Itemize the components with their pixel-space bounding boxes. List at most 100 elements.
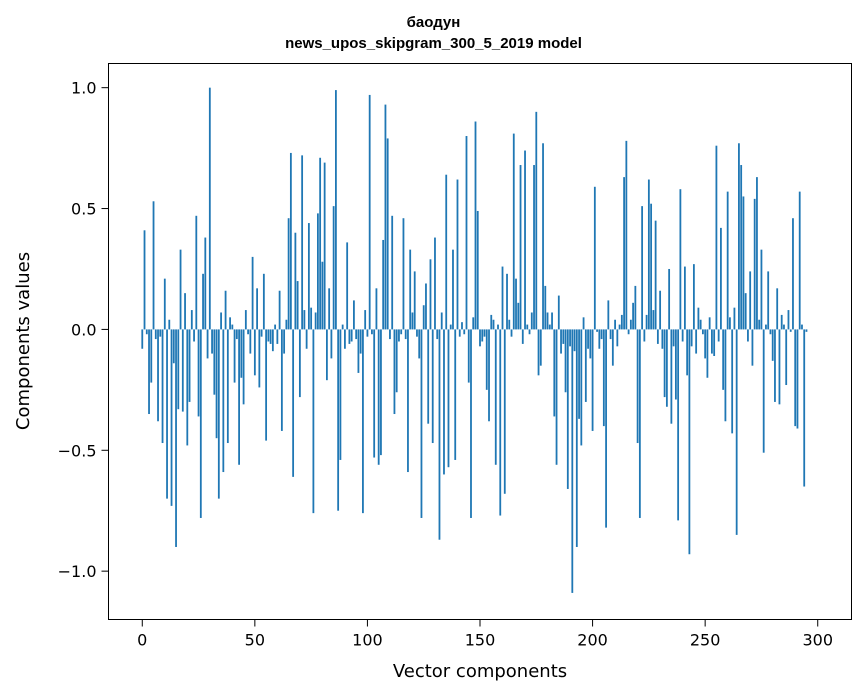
bar xyxy=(512,133,515,330)
bar xyxy=(476,210,479,330)
bar xyxy=(683,266,686,330)
bar xyxy=(443,329,445,475)
bar xyxy=(607,300,610,330)
bar xyxy=(706,329,709,378)
bar xyxy=(528,329,531,335)
bar xyxy=(157,329,159,422)
bar xyxy=(508,319,511,330)
bar xyxy=(663,329,666,398)
bar xyxy=(348,329,351,344)
bar xyxy=(656,329,659,344)
bar xyxy=(724,329,727,422)
bar xyxy=(521,329,524,344)
bar xyxy=(294,232,297,330)
bar xyxy=(548,324,551,330)
bar xyxy=(479,329,481,347)
bar xyxy=(215,329,218,439)
bar xyxy=(434,237,436,330)
bar xyxy=(172,329,175,364)
bar xyxy=(780,314,783,330)
bar xyxy=(454,329,457,460)
bar xyxy=(571,329,574,593)
x-tick-label: 200 xyxy=(577,631,608,650)
bar xyxy=(611,329,614,366)
bar xyxy=(393,329,396,415)
bar xyxy=(681,329,684,342)
bar xyxy=(422,305,425,330)
x-tick-label: 150 xyxy=(465,631,496,650)
bars-group xyxy=(141,87,808,593)
bar xyxy=(692,264,695,330)
bar xyxy=(598,329,601,349)
bar xyxy=(226,329,229,444)
bar xyxy=(497,324,499,330)
bar xyxy=(316,213,319,330)
bar xyxy=(447,329,450,468)
bar xyxy=(186,329,189,446)
bar xyxy=(665,329,668,407)
bar xyxy=(353,300,355,330)
bar xyxy=(645,314,648,330)
bar xyxy=(321,261,324,330)
bar xyxy=(553,329,556,417)
bar xyxy=(307,223,310,330)
bar xyxy=(731,329,734,434)
bar xyxy=(449,324,452,330)
bar xyxy=(747,329,749,342)
bar xyxy=(650,203,653,330)
bar xyxy=(211,329,213,354)
bar xyxy=(398,329,400,342)
bar xyxy=(690,329,693,347)
bar xyxy=(600,329,603,340)
bar xyxy=(560,329,562,354)
bar xyxy=(625,140,628,330)
bar xyxy=(789,329,792,332)
bar xyxy=(395,329,398,393)
bar xyxy=(305,329,308,349)
bar xyxy=(382,239,385,330)
bar xyxy=(629,319,632,330)
bar xyxy=(722,329,725,390)
bar xyxy=(803,329,806,487)
bar xyxy=(647,179,650,330)
y-tick-label: −0.5 xyxy=(58,441,97,460)
bar xyxy=(197,329,200,417)
bar xyxy=(733,307,736,330)
bar xyxy=(154,329,157,340)
bar xyxy=(235,329,238,340)
bar xyxy=(677,329,680,521)
bar xyxy=(163,278,166,330)
bar xyxy=(688,329,691,555)
bar xyxy=(555,329,558,465)
bar xyxy=(578,329,580,419)
bar xyxy=(605,329,607,528)
bar xyxy=(729,317,731,330)
bar xyxy=(704,329,707,359)
bar xyxy=(805,329,808,332)
bar xyxy=(627,329,630,335)
bar xyxy=(740,165,743,330)
bar xyxy=(341,324,344,330)
bar xyxy=(751,329,754,366)
chart-title-line-2: news_upos_skipgram_300_5_2019 model xyxy=(285,35,582,52)
bar xyxy=(438,329,441,540)
bar xyxy=(801,324,803,330)
bar xyxy=(461,322,463,330)
bar xyxy=(510,329,513,337)
bar xyxy=(792,218,794,330)
bar xyxy=(206,329,209,359)
bar xyxy=(404,329,407,340)
bar xyxy=(783,324,785,330)
bar xyxy=(771,329,774,361)
bar xyxy=(389,329,391,340)
bar xyxy=(634,285,637,330)
bar xyxy=(661,329,664,349)
y-axis-ticks: 1.0 0.5 0.0 −0.5 −1.0 xyxy=(58,79,109,581)
bar xyxy=(274,324,277,330)
bar xyxy=(168,319,171,330)
bar xyxy=(785,329,788,386)
bar xyxy=(326,329,328,381)
bar xyxy=(654,220,657,330)
bar xyxy=(289,152,292,330)
bar xyxy=(638,329,641,518)
